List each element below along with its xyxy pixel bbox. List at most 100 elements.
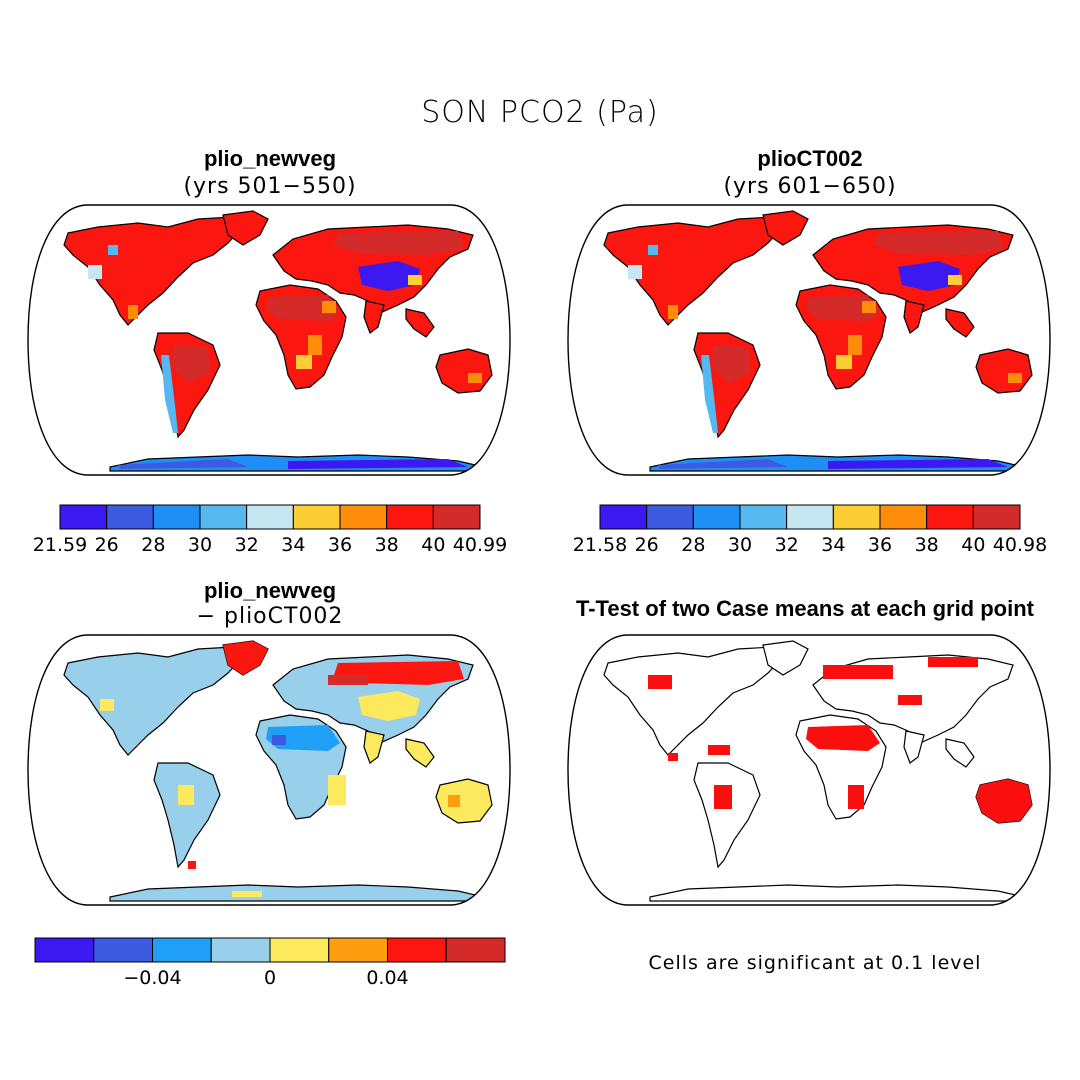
landmass-greenland bbox=[762, 210, 809, 246]
region-sahara bbox=[806, 725, 880, 751]
map-panel-1 bbox=[27, 204, 511, 476]
sig-cell bbox=[88, 265, 102, 279]
colorbar-tick-label: 28 bbox=[141, 534, 165, 556]
sig-cell bbox=[708, 745, 730, 755]
map-frame bbox=[27, 204, 511, 476]
colorbar-cell bbox=[34, 937, 95, 963]
sig-cell bbox=[648, 675, 672, 689]
landmass-india bbox=[363, 730, 385, 764]
colorbar-cell bbox=[432, 504, 481, 530]
colorbar-tick-label: −0.04 bbox=[123, 967, 181, 989]
figure-title: SON PCO2 (Pa) bbox=[421, 95, 659, 130]
colorbar-tick-label: 0 bbox=[264, 967, 276, 989]
colorbar-tick-label: 28 bbox=[681, 534, 705, 556]
colorbar-cell bbox=[210, 937, 271, 963]
colorbar-cell bbox=[386, 504, 434, 530]
map-frame bbox=[27, 634, 511, 906]
landmass-antarctica bbox=[109, 884, 485, 902]
landmass-greenland bbox=[222, 210, 269, 246]
landmass-southAmerica bbox=[153, 762, 221, 869]
colorbar-tick-label: 30 bbox=[188, 534, 212, 556]
sig-cell bbox=[862, 301, 876, 313]
landmass-seAsia bbox=[945, 738, 975, 768]
colorbar-cell bbox=[972, 504, 1021, 530]
colorbar-cell bbox=[106, 504, 154, 530]
colorbar-cell bbox=[445, 937, 506, 963]
sig-cell bbox=[108, 245, 118, 255]
colorbar-tick-label: 26 bbox=[635, 534, 659, 556]
region-amazon bbox=[172, 345, 210, 383]
region-tibet bbox=[358, 691, 420, 721]
panel3-subtitle: − plioCT002 bbox=[196, 604, 344, 629]
sig-cell bbox=[848, 785, 864, 809]
sig-cell bbox=[188, 861, 196, 869]
panel3-title: plio_newveg bbox=[203, 578, 337, 603]
colorbar-cell bbox=[739, 504, 788, 530]
colorbar-tick-label: 36 bbox=[328, 534, 352, 556]
map-panel-3 bbox=[27, 634, 511, 906]
sig-cell bbox=[948, 275, 962, 285]
region-andes bbox=[161, 355, 178, 433]
sig-cell bbox=[928, 657, 978, 667]
panel4-title: T-Test of two Case means at each grid po… bbox=[575, 596, 1034, 621]
colorbar-cell bbox=[879, 504, 928, 530]
colorbar-cell bbox=[786, 504, 834, 530]
sig-cell bbox=[898, 695, 922, 705]
sig-cell bbox=[848, 335, 862, 355]
region-tibet bbox=[358, 261, 420, 291]
colorbar-tick-label: 38 bbox=[375, 534, 399, 556]
colorbar-cell bbox=[692, 504, 741, 530]
colorbar-cell bbox=[832, 504, 881, 530]
region-australia bbox=[976, 779, 1032, 823]
region-ant_east bbox=[828, 459, 1008, 469]
sig-cell bbox=[328, 675, 368, 685]
colorbar-tick-label: 32 bbox=[775, 534, 799, 556]
colorbar-cell bbox=[152, 937, 212, 963]
colorbar-tick-label: 38 bbox=[915, 534, 939, 556]
sig-cell bbox=[628, 265, 642, 279]
landmass-seAsia bbox=[405, 308, 435, 338]
colorbar-cell bbox=[646, 504, 694, 530]
colorbar-cell bbox=[152, 504, 201, 530]
panel1-title: plio_newveg bbox=[203, 146, 337, 171]
colorbar-cell bbox=[387, 937, 447, 963]
colorbar-cell bbox=[246, 504, 294, 530]
region-ant_east bbox=[288, 459, 468, 469]
map-frame bbox=[567, 204, 1051, 476]
region-sahara bbox=[266, 295, 340, 321]
landmass-northAmerica bbox=[63, 646, 244, 756]
colorbar-tick-label: 40 bbox=[421, 534, 445, 556]
colorbar-tick-label: 26 bbox=[95, 534, 119, 556]
colorbar-cell bbox=[339, 504, 388, 530]
region-sahara bbox=[806, 295, 880, 321]
sig-cell bbox=[272, 735, 286, 745]
region-ant_west bbox=[118, 459, 248, 469]
colorbar-tick-label: 34 bbox=[821, 534, 845, 556]
sig-cell bbox=[128, 305, 138, 319]
sig-cell bbox=[408, 275, 422, 285]
colorbar-tick-label: 21.58 bbox=[573, 534, 627, 556]
region-ant_west bbox=[658, 459, 788, 469]
sig-cell bbox=[328, 775, 346, 805]
colorbar-tick-label: 40 bbox=[961, 534, 985, 556]
colorbar-cell bbox=[926, 504, 974, 530]
sig-cell bbox=[448, 795, 460, 807]
panel1-subtitle: (yrs 501−550) bbox=[183, 174, 357, 199]
landmass-india bbox=[903, 730, 925, 764]
sig-cell bbox=[232, 891, 262, 897]
colorbar-tick-label: 0.04 bbox=[366, 967, 408, 989]
colorbar-2: 21.58 26 28 30 32 34 36 38 40 40.98 bbox=[573, 504, 1047, 556]
landmass-northAmerica bbox=[603, 646, 784, 756]
colorbar-cell bbox=[269, 937, 330, 963]
colorbar-tick-label: 40.98 bbox=[993, 534, 1047, 556]
sig-cell bbox=[308, 335, 322, 355]
colorbar-tick-label: 30 bbox=[728, 534, 752, 556]
sig-cell bbox=[668, 305, 678, 319]
colorbar-tick-label: 32 bbox=[235, 534, 259, 556]
sig-cell bbox=[296, 355, 312, 369]
sig-cell bbox=[648, 245, 658, 255]
sig-cell bbox=[1008, 373, 1022, 383]
region-andes bbox=[701, 355, 718, 433]
region-greenland bbox=[223, 641, 268, 675]
colorbar-3: −0.04 0 0.04 bbox=[34, 937, 506, 989]
